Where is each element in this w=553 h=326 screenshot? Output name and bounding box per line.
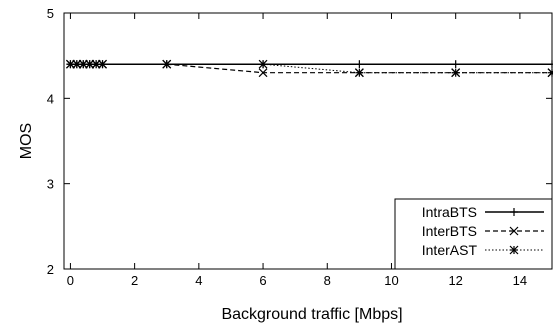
x-tick-label: 10 (384, 273, 398, 288)
x-tick-label: 6 (259, 273, 266, 288)
x-tick-label: 14 (513, 273, 527, 288)
data-point-intrabts (548, 60, 553, 69)
data-point-interast (354, 68, 364, 78)
y-tick-label: 5 (47, 6, 54, 21)
legend: IntraBTS InterBTS InterAST (394, 198, 553, 270)
data-point-intrabts (451, 60, 460, 69)
legend-marker-intrabts (510, 208, 518, 216)
y-axis-label: MOS (18, 123, 35, 159)
x-tick-label: 12 (448, 273, 462, 288)
data-point-interast (451, 68, 461, 78)
series-layer (65, 59, 553, 78)
legend-label-interast: InterAST (422, 242, 478, 258)
data-point-interast (547, 68, 553, 78)
x-tick-label: 4 (195, 273, 202, 288)
data-point-interast (162, 59, 172, 69)
legend-samples (485, 208, 544, 255)
data-point-interast (98, 59, 107, 69)
y-tick-label: 2 (47, 262, 54, 277)
x-tick-label: 8 (324, 273, 331, 288)
legend-label-intrabts: IntraBTS (422, 204, 477, 220)
y-tick-label: 3 (47, 177, 54, 192)
x-tick-label: 2 (131, 273, 138, 288)
data-point-interbts (258, 68, 268, 78)
x-axis-label: Background traffic [Mbps] (221, 306, 402, 323)
y-tick-label: 4 (47, 91, 54, 106)
legend-marker-interbts (509, 226, 519, 236)
legend-marker-interast (509, 245, 519, 255)
x-tick-label: 0 (67, 273, 74, 288)
legend-box (394, 198, 553, 270)
legend-label-interbts: InterBTS (422, 223, 477, 239)
data-point-intrabts (355, 60, 364, 69)
data-point-interast (258, 59, 268, 69)
